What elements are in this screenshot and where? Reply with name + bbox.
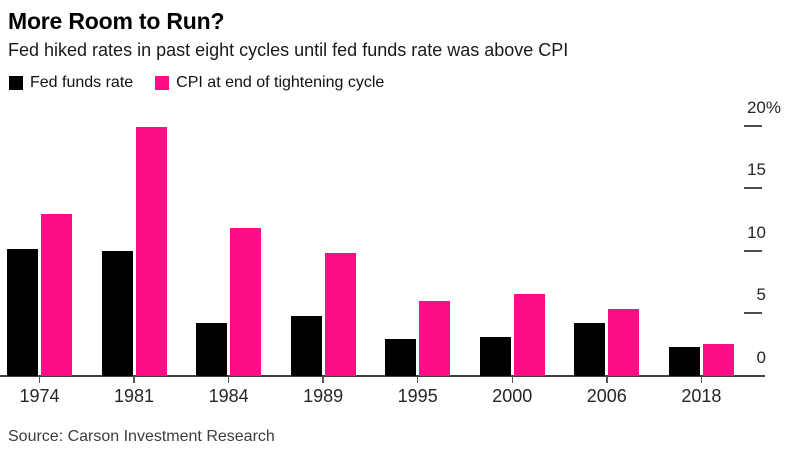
y-axis-label: 20% [746, 97, 781, 117]
bar-fed-funds-2018 [668, 346, 700, 376]
x-axis-tick [322, 375, 324, 383]
bar-fed-funds-1995 [385, 339, 417, 376]
x-axis-tick [133, 375, 135, 383]
y-axis-label: 10 [747, 222, 766, 242]
x-axis-tick [700, 375, 703, 383]
bar-fed-funds-1974 [7, 249, 38, 376]
y-axis-tick [744, 249, 762, 252]
x-axis-label: 1995 [397, 386, 438, 406]
legend-label-cpi: CPI at end of tightening cycle [176, 74, 385, 91]
x-axis-label: 1981 [114, 386, 155, 406]
bar-fed-funds-1981 [101, 250, 133, 376]
x-axis-label: 1989 [303, 386, 344, 406]
y-axis-label: 0 [756, 347, 766, 367]
x-axis-tick [416, 375, 419, 383]
bar-cpi-2000 [513, 294, 545, 376]
x-axis-label: 1974 [19, 386, 60, 406]
x-axis-label: 2018 [681, 386, 722, 406]
bar-cpi-2018 [702, 344, 734, 376]
y-axis-tick [744, 187, 762, 189]
x-axis-tick [606, 375, 608, 383]
legend-item-cpi: CPI at end of tightening cycle [155, 74, 384, 92]
x-axis-label: 2006 [586, 386, 627, 406]
x-axis-label: 1984 [208, 386, 249, 406]
bar-fed-funds-1989 [290, 315, 322, 376]
x-axis-label: 2000 [492, 386, 533, 406]
y-axis-label: 5 [756, 285, 766, 304]
bar-cpi-2006 [608, 309, 640, 376]
bar-cpi-1989 [324, 253, 356, 376]
y-axis-tick [744, 124, 762, 127]
page-title: More Room to Run? [8, 8, 225, 34]
chart-subtitle: Fed hiked rates in past eight cycles unt… [8, 40, 569, 60]
cpi-swatch-icon [155, 76, 170, 90]
y-axis-label: 15 [747, 160, 766, 179]
x-axis-tick [227, 375, 230, 383]
legend-item-fed-funds: Fed funds rate [9, 74, 133, 92]
bar-cpi-1974 [41, 214, 72, 376]
bar-fed-funds-1984 [196, 323, 228, 376]
legend-label-fed-funds: Fed funds rate [30, 74, 134, 91]
source-note: Source: Carson Investment Research [8, 428, 275, 445]
bar-cpi-1984 [230, 228, 262, 376]
bar-cpi-1995 [419, 300, 451, 376]
x-axis-tick [38, 375, 41, 383]
bar-cpi-1981 [135, 126, 167, 376]
y-axis-tick [744, 312, 762, 314]
x-axis-line [0, 374, 765, 377]
bar-fed-funds-2000 [479, 336, 511, 376]
fed-funds-swatch-icon [9, 76, 23, 90]
legend: Fed funds rate CPI at end of tightening … [9, 74, 384, 92]
x-axis-tick [511, 375, 513, 383]
bar-fed-funds-2006 [574, 323, 606, 376]
